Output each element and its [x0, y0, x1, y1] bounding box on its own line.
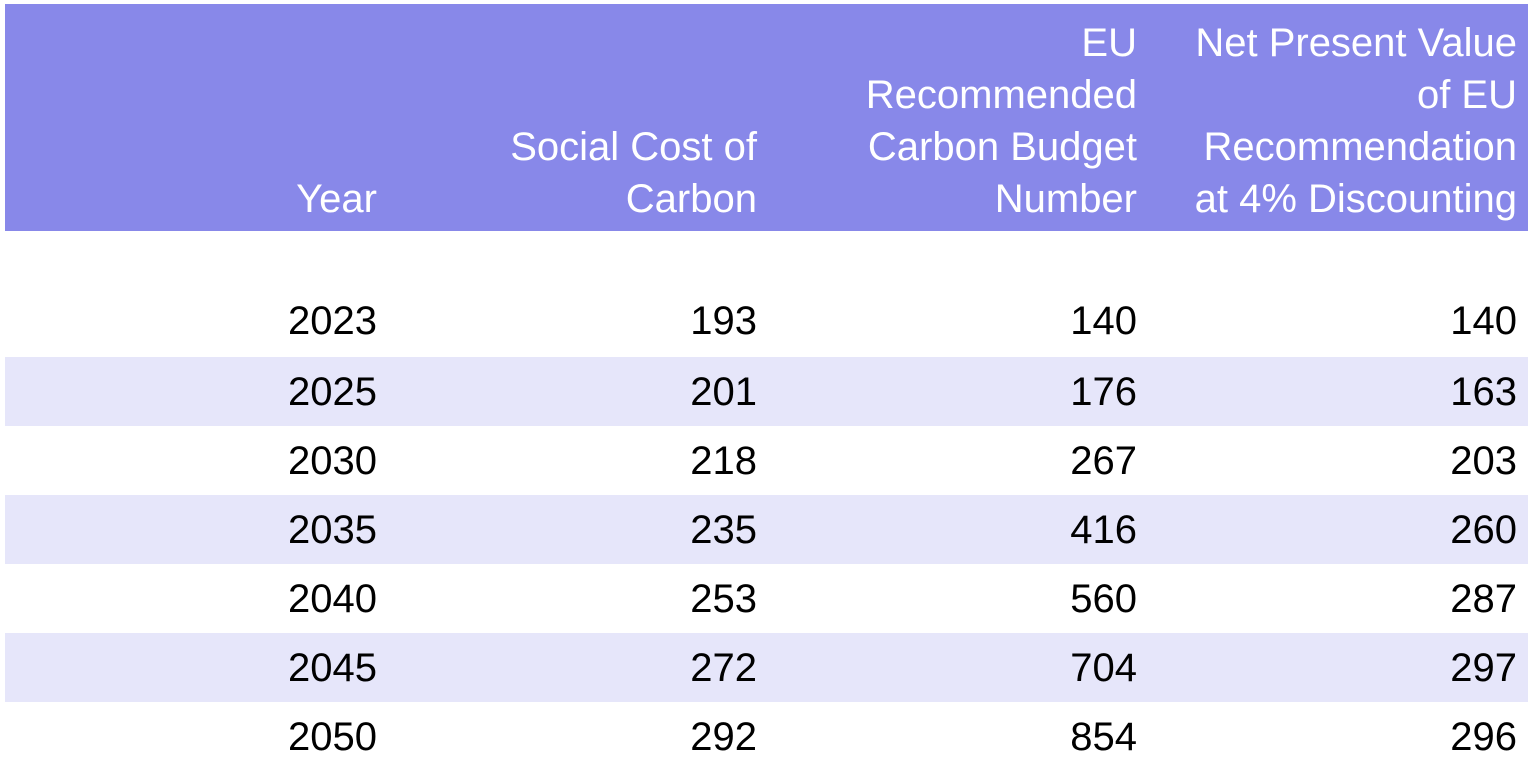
table-cell-eu-budget: 140	[1070, 299, 1137, 343]
table-cell-social-cost: 272	[690, 645, 757, 690]
table-cell-npv: 287	[1450, 576, 1517, 621]
table-row: 2050 292 854 296	[5, 702, 1528, 771]
table-row: 2035 235 416 260	[5, 495, 1528, 564]
table-cell-year: 2025	[288, 369, 377, 414]
table-cell-year: 2045	[288, 645, 377, 690]
table-row: 2030 218 267 203	[5, 426, 1528, 495]
header-eu-recommended-carbon-budget-number: EU Recommended Carbon Budget Number	[865, 21, 1137, 221]
table-row: 2025 201 176 163	[5, 357, 1528, 426]
table-cell-eu-budget: 416	[1070, 507, 1137, 552]
table-cell-npv: 297	[1450, 645, 1517, 690]
table-cell-social-cost: 201	[690, 369, 757, 414]
table-cell-social-cost: 218	[690, 438, 757, 483]
table-cell-npv: 203	[1450, 438, 1517, 483]
table-body: 2023 193 140 140 2025 201 176 163 2030 2…	[5, 285, 1528, 771]
table-cell-npv: 163	[1450, 369, 1517, 414]
table-cell-social-cost: 292	[690, 714, 757, 759]
table-row: 2045 272 704 297	[5, 633, 1528, 702]
header-net-present-value: Net Present Value of EU Recommendation a…	[1194, 21, 1517, 221]
table-cell-social-cost: 253	[690, 576, 757, 621]
data-table: Year Social Cost of Carbon EU Recommende…	[5, 4, 1528, 771]
table-cell-npv: 296	[1450, 714, 1517, 759]
table-cell-eu-budget: 267	[1070, 438, 1137, 483]
table-cell-eu-budget: 854	[1070, 714, 1137, 759]
table-cell-year: 2030	[288, 438, 377, 483]
table-cell-eu-budget: 176	[1070, 369, 1137, 414]
table-cell-npv: 260	[1450, 507, 1517, 552]
table-cell-social-cost: 193	[690, 299, 757, 343]
table-cell-eu-budget: 560	[1070, 576, 1137, 621]
table-row: 2040 253 560 287	[5, 564, 1528, 633]
table-cell-social-cost: 235	[690, 507, 757, 552]
table-header: Year Social Cost of Carbon EU Recommende…	[5, 4, 1528, 231]
table-cell-year: 2035	[288, 507, 377, 552]
table-cell-npv: 140	[1450, 299, 1517, 343]
header-social-cost-of-carbon: Social Cost of Carbon	[510, 125, 757, 221]
table-cell-year: 2050	[288, 714, 377, 759]
table-cell-eu-budget: 704	[1070, 645, 1137, 690]
table-cell-year: 2023	[288, 299, 377, 343]
table-cell-year: 2040	[288, 576, 377, 621]
header-year: Year	[296, 177, 377, 221]
table-row: 2023 193 140 140	[5, 285, 1528, 357]
